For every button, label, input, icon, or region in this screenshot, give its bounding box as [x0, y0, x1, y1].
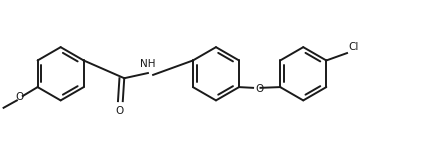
Text: O: O [16, 92, 24, 102]
Text: O: O [256, 84, 264, 94]
Text: Cl: Cl [348, 42, 359, 52]
Text: NH: NH [140, 59, 156, 69]
Text: O: O [116, 106, 124, 116]
